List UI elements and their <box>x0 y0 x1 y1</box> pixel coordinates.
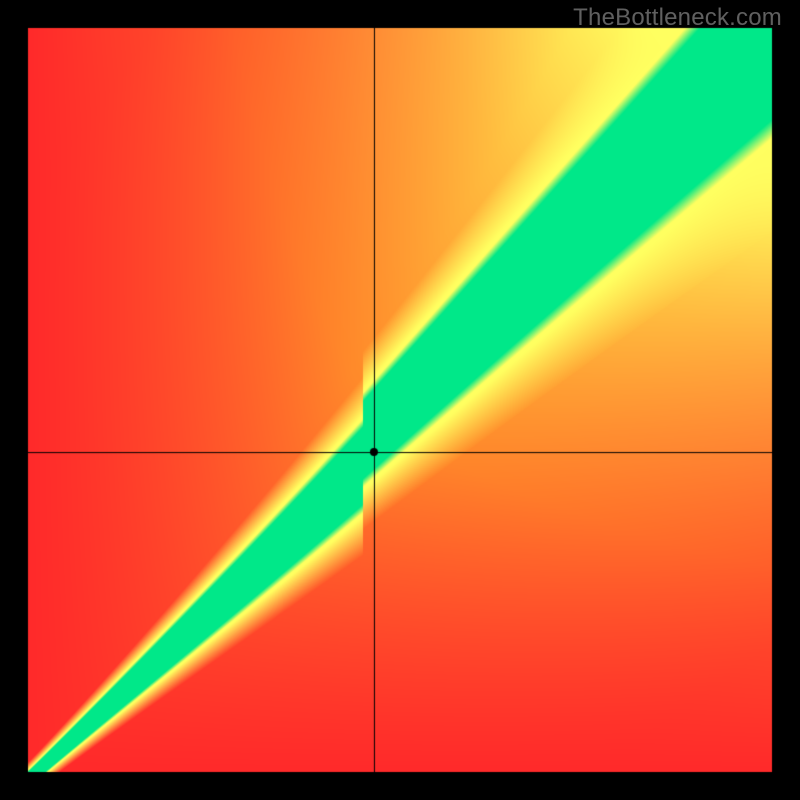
watermark-text: TheBottleneck.com <box>573 4 782 32</box>
chart-container: TheBottleneck.com <box>0 0 800 800</box>
bottleneck-heatmap-canvas <box>0 0 800 800</box>
